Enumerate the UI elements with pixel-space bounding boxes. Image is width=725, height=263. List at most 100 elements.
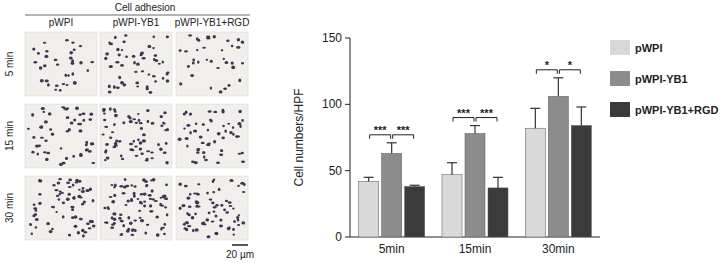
error-cap <box>470 125 480 126</box>
cell <box>237 224 240 226</box>
y-tick <box>345 170 350 171</box>
cell <box>83 201 86 204</box>
cell <box>196 148 200 150</box>
cell <box>114 110 117 113</box>
cell <box>110 226 114 229</box>
cell <box>116 87 120 89</box>
cell <box>194 213 197 216</box>
cell <box>79 129 83 132</box>
cell <box>231 66 235 70</box>
cell <box>241 41 244 44</box>
cell <box>104 126 108 128</box>
cell <box>109 65 113 68</box>
cell <box>35 226 38 228</box>
cell <box>46 152 50 155</box>
cell <box>68 179 72 182</box>
cell <box>87 69 89 72</box>
cell <box>242 191 245 193</box>
error-cap <box>576 106 586 107</box>
cell <box>35 218 39 221</box>
cell <box>134 229 137 232</box>
error-cap <box>387 142 397 143</box>
cell <box>39 126 43 129</box>
error-stem <box>535 108 536 128</box>
cell <box>158 63 161 65</box>
cell <box>211 221 215 223</box>
cell <box>72 155 75 158</box>
significance-label: *** <box>480 107 494 119</box>
cell <box>91 143 94 146</box>
error-bar <box>447 163 457 175</box>
cell <box>63 107 66 110</box>
cell <box>148 45 152 48</box>
micrograph <box>25 32 97 96</box>
cell <box>220 149 223 152</box>
cell <box>107 206 109 209</box>
cell <box>221 110 224 113</box>
cell <box>125 56 128 59</box>
cell <box>192 61 195 64</box>
cell <box>142 133 146 136</box>
bar <box>442 175 462 237</box>
cell <box>73 81 77 85</box>
cell <box>224 129 227 132</box>
cell <box>162 194 166 197</box>
bar <box>525 128 545 237</box>
cell <box>82 119 85 122</box>
cell <box>52 184 55 186</box>
cell <box>237 218 240 221</box>
row-label: 5 min <box>4 52 15 76</box>
legend-label: pWPI-YB1 <box>635 73 688 85</box>
cell <box>104 57 107 60</box>
cell <box>163 111 166 114</box>
cell <box>85 189 89 192</box>
cell <box>114 184 117 188</box>
cell <box>143 192 147 195</box>
cell <box>196 49 199 51</box>
cell <box>148 194 152 197</box>
cell <box>217 132 221 135</box>
cell <box>33 204 36 206</box>
cell <box>108 90 112 93</box>
cell <box>186 197 190 200</box>
cell <box>153 58 155 62</box>
cell <box>151 122 155 125</box>
legend-swatch <box>610 71 630 86</box>
cell <box>44 55 48 58</box>
cell <box>149 91 153 94</box>
cell <box>102 134 105 136</box>
cell <box>164 223 167 226</box>
cell <box>27 128 30 130</box>
cell <box>207 235 211 238</box>
cell <box>195 201 199 204</box>
micrograph-bg <box>100 104 172 168</box>
cell <box>113 123 116 126</box>
cell <box>103 207 106 210</box>
cell <box>240 182 244 185</box>
cell <box>116 48 119 52</box>
cell <box>104 159 107 161</box>
cell <box>43 111 46 113</box>
error-stem <box>474 126 475 134</box>
column-label: pWPI-YB1 <box>113 17 160 28</box>
cell <box>73 196 76 200</box>
cell <box>129 116 132 119</box>
cell <box>159 203 162 207</box>
cell <box>133 140 135 143</box>
cell <box>162 195 166 198</box>
cell <box>111 184 114 186</box>
cell <box>143 200 146 202</box>
cell <box>212 191 215 193</box>
cell <box>165 161 168 164</box>
cell <box>156 233 160 237</box>
cell <box>183 112 186 115</box>
y-tick <box>345 104 350 105</box>
cell <box>114 36 117 39</box>
micrograph <box>25 176 97 240</box>
cell <box>214 111 217 113</box>
cell <box>229 131 232 134</box>
error-stem <box>391 143 392 154</box>
cell <box>138 119 141 122</box>
cell <box>137 198 140 200</box>
cell <box>237 122 241 125</box>
